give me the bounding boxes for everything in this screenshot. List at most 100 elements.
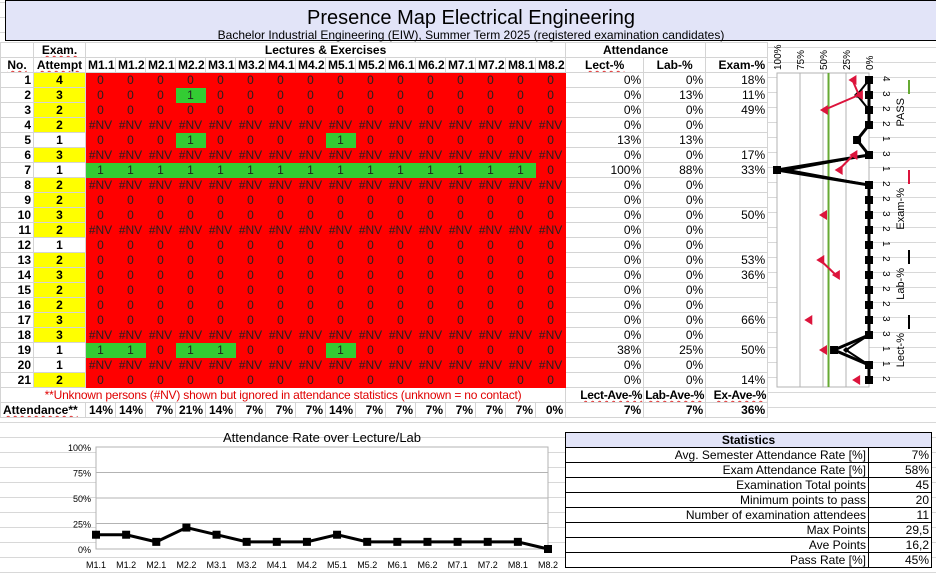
attempt-cell: 2: [33, 282, 86, 298]
presence-cell: 0: [475, 282, 506, 298]
col-header-module: M6.1: [385, 57, 416, 73]
exam-group-header: Exam.: [33, 42, 86, 58]
presence-cell: 0: [445, 132, 476, 148]
lab-point: [866, 302, 872, 308]
row-attempt-label: 2: [880, 286, 891, 292]
row-attempt-label: 2: [880, 121, 891, 127]
attendance-value: 7%: [295, 402, 326, 418]
presence-cell: #NV: [415, 222, 446, 238]
presence-cell: 0: [325, 72, 356, 88]
presence-cell: 0: [505, 87, 536, 103]
exam-pct-cell: [705, 297, 769, 313]
presence-cell: 1: [175, 342, 206, 358]
lab-pct-cell: 0%: [643, 207, 707, 223]
presence-cell: 0: [355, 267, 386, 283]
presence-cell: 0: [235, 87, 266, 103]
lect-pct-cell: 0%: [565, 237, 645, 253]
presence-cell: 0: [415, 342, 446, 358]
presence-cell: 0: [145, 192, 176, 208]
presence-cell: 0: [505, 207, 536, 223]
presence-cell: 0: [265, 207, 296, 223]
header-row-columns: No. Attempt M1.1 M1.2 M2.1 M2.2 M3.1 M3.2 M4.1 M4…: [0, 57, 769, 73]
col-header-module: M2.2: [175, 57, 206, 73]
presence-cell: 0: [534, 237, 567, 253]
exam-point: [819, 210, 827, 220]
row-number: 14: [0, 267, 34, 283]
presence-cell: 1: [445, 162, 476, 178]
presence-cell: 1: [145, 162, 176, 178]
presence-cell: 0: [325, 312, 356, 328]
presence-cell: #NV: [385, 147, 416, 163]
presence-cell: 0: [534, 102, 567, 118]
student-row: 19 1 1 1 0 1 1 0 0 0 1 0 0 0 0 0 0 0 38% 25% 50%: [0, 342, 769, 358]
presence-cell: 0: [115, 372, 146, 388]
x-tick-label: 25%: [842, 50, 853, 70]
presence-cell: #NV: [445, 357, 476, 373]
presence-cell: #NV: [325, 222, 356, 238]
statistics-value: 20: [868, 492, 932, 508]
presence-cell: #NV: [145, 117, 176, 133]
presence-cell: 0: [295, 207, 326, 223]
attempt-cell: 3: [33, 207, 86, 223]
attendance-value: 7%: [385, 402, 416, 418]
presence-cell: 0: [505, 312, 536, 328]
presence-cell: 0: [415, 72, 446, 88]
presence-cell: 0: [415, 282, 446, 298]
presence-cell: 0: [475, 72, 506, 88]
presence-cell: 1: [415, 162, 446, 178]
lect-pct-cell: 0%: [565, 357, 645, 373]
presence-cell: 0: [265, 372, 296, 388]
row-number: 1: [0, 72, 34, 88]
presence-cell: 0: [295, 192, 326, 208]
lect-pct-cell: 0%: [565, 192, 645, 208]
exam-pct-cell: 18%: [705, 72, 769, 88]
attendance-value: 7%: [505, 402, 536, 418]
statistics-row: Minimum points to pass 20: [565, 492, 932, 508]
presence-cell: #NV: [534, 117, 567, 133]
presence-cell: 0: [205, 372, 236, 388]
presence-cell: 0: [205, 72, 236, 88]
presence-cell: 0: [145, 237, 176, 253]
presence-cell: #NV: [445, 147, 476, 163]
presence-cell: 0: [295, 87, 326, 103]
lab-pct-cell: 0%: [643, 177, 707, 193]
presence-cell: 0: [205, 252, 236, 268]
presence-cell: 0: [355, 342, 386, 358]
presence-cell: 1: [205, 342, 236, 358]
presence-cell: #NV: [295, 117, 326, 133]
statistics-label: Examination Total points: [565, 477, 869, 493]
presence-cell: #NV: [445, 117, 476, 133]
statistics-label: Minimum points to pass: [565, 492, 869, 508]
lab-pct-cell: 0%: [643, 252, 707, 268]
presence-cell: 0: [505, 372, 536, 388]
col-header-module: M6.2: [415, 57, 446, 73]
presence-cell: 0: [475, 192, 506, 208]
statistics-value: 58%: [868, 462, 932, 478]
row-number: 10: [0, 207, 34, 223]
presence-cell: #NV: [85, 327, 116, 343]
presence-cell: #NV: [265, 177, 296, 193]
col-header-exam: Exam-%: [705, 57, 769, 73]
presence-cell: 0: [295, 102, 326, 118]
lab-pct-cell: 0%: [643, 327, 707, 343]
presence-cell: 0: [145, 312, 176, 328]
row-number: 16: [0, 297, 34, 313]
presence-cell: 0: [175, 102, 206, 118]
row-attempt-label: 1: [880, 361, 891, 367]
presence-cell: 0: [115, 72, 146, 88]
x-tick-label: M4.1: [267, 560, 287, 570]
attempt-cell: 3: [33, 312, 86, 328]
presence-cell: 0: [205, 267, 236, 283]
lab-pct-cell: 0%: [643, 282, 707, 298]
exam-point: [854, 90, 863, 100]
attendance-value: 7%: [355, 402, 386, 418]
statistics-value: 16,2: [868, 537, 932, 553]
lab-point: [866, 272, 872, 278]
presence-cell: 1: [85, 342, 116, 358]
y-tick-label: 75%: [73, 469, 91, 479]
student-row: 16 2 0 0 0 0 0 0 0 0 0 0 0 0 0 0 0 0 0% 0%: [0, 297, 769, 313]
presence-cell: #NV: [415, 147, 446, 163]
presence-cell: #NV: [175, 327, 206, 343]
lab-point: [866, 257, 872, 263]
lab-point: [866, 287, 872, 293]
